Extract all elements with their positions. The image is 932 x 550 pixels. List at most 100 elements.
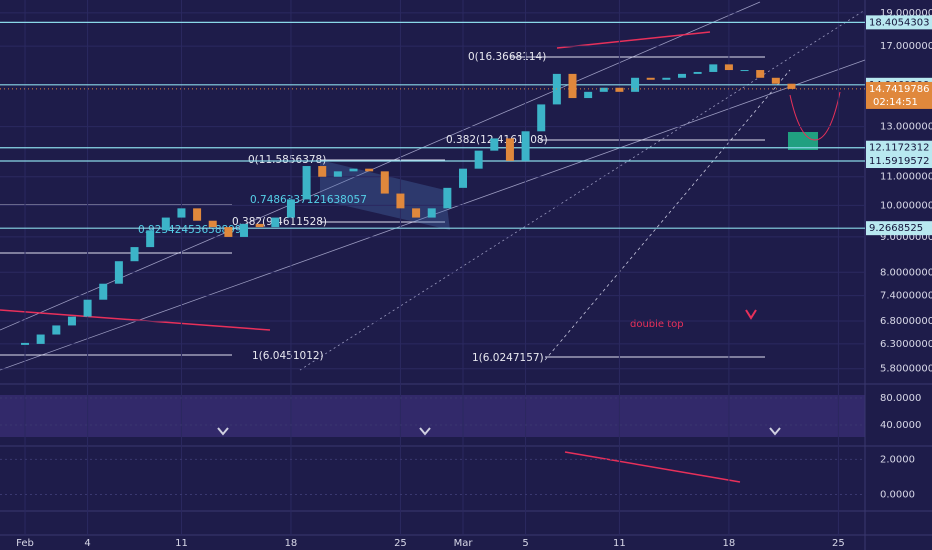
candle: [36, 334, 45, 344]
x-tick-label: 25: [832, 538, 845, 549]
countdown: 02:14:51: [873, 97, 918, 108]
candle: [255, 223, 264, 228]
candle: [740, 70, 749, 72]
candle: [646, 77, 655, 80]
level-label: 18.4054303: [869, 17, 929, 28]
marker: [419, 427, 431, 436]
trend-line: [0, 309, 271, 331]
stoch-band: [0, 395, 865, 437]
fib-label: 1(6.0451012): [252, 350, 324, 362]
last-price-tag: [866, 81, 932, 109]
y-tick-label: 40.0000: [880, 420, 921, 431]
candle: [787, 83, 796, 89]
trend-line: [564, 451, 741, 483]
candle: [177, 208, 186, 218]
y-tick-label: 80.0000: [880, 393, 921, 404]
y-tick-label: 17.0000000: [880, 41, 932, 52]
level-tag: [866, 221, 932, 236]
level-tag: [866, 154, 932, 169]
target-box: [788, 132, 818, 150]
candle: [224, 227, 233, 237]
last-price-label: 14.7419786: [869, 84, 929, 95]
candle: [724, 64, 733, 71]
fib-label: 0(16.3668114): [468, 51, 546, 63]
y-tick-label: 9.0000000: [880, 232, 932, 243]
candle: [52, 325, 61, 335]
candle: [380, 171, 389, 194]
candle: [709, 64, 718, 72]
candle: [333, 171, 342, 177]
candle: [83, 299, 92, 317]
y-tick-label: 11.0000000: [880, 172, 932, 183]
y-tick-label: 0.0000: [880, 489, 915, 500]
candle: [365, 168, 374, 172]
candle: [99, 283, 108, 300]
y-tick-label: 13.0000000: [880, 122, 932, 133]
candle: [130, 247, 139, 262]
candle: [505, 138, 514, 161]
y-tick-label: 19.0000000: [880, 8, 932, 19]
candle: [756, 70, 765, 78]
candle: [349, 168, 358, 172]
candle: [615, 87, 624, 92]
candle: [67, 316, 76, 326]
candle: [584, 91, 593, 99]
candle: [693, 71, 702, 74]
fib-label: 0(11.5856378): [248, 154, 326, 166]
candle: [662, 77, 671, 80]
projection: [789, 91, 841, 141]
x-tick-label: Feb: [16, 538, 34, 549]
x-tick-label: 25: [394, 538, 407, 549]
candle: [537, 104, 546, 132]
x-tick-label: 11: [175, 538, 188, 549]
candle: [271, 217, 280, 228]
x-tick-label: 11: [613, 538, 626, 549]
candle: [599, 87, 608, 92]
x-tick-label: 4: [84, 538, 90, 549]
y-tick-label: 6.3000000: [880, 339, 932, 350]
fib-label: 1(6.0247157): [472, 352, 544, 364]
level-label: 12.1172312: [869, 143, 929, 154]
candle: [412, 208, 421, 218]
candle: [318, 166, 327, 177]
level-tag: [866, 15, 932, 30]
candle: [677, 73, 686, 78]
candle: [568, 73, 577, 99]
trend-line: [556, 31, 711, 49]
trend-line: [299, 9, 866, 371]
candle: [208, 220, 217, 228]
candle: [286, 199, 295, 218]
marker: [217, 427, 229, 436]
level-tag: [866, 140, 932, 155]
candle: [427, 208, 436, 218]
y-tick-label: 5.8000000: [880, 364, 932, 375]
candle: [474, 150, 483, 169]
candle: [302, 166, 311, 200]
candle: [443, 187, 452, 209]
candle: [146, 230, 155, 248]
fib-label: 0.7486337121638057: [250, 194, 367, 206]
candle: [631, 77, 640, 92]
y-tick-label: 10.0000000: [880, 200, 932, 211]
candle: [490, 138, 499, 151]
x-tick-label: 18: [285, 538, 298, 549]
candle: [240, 223, 249, 237]
candle: [521, 131, 530, 161]
candle: [396, 193, 405, 209]
candle: [114, 261, 123, 284]
candle: [459, 168, 468, 188]
candle: [771, 77, 780, 84]
candle: [193, 208, 202, 221]
y-tick-label: 2.0000: [880, 454, 915, 465]
x-tick-label: 5: [522, 538, 528, 549]
y-tick-label: 6.8000000: [880, 316, 932, 327]
marker: [769, 427, 781, 436]
annotation: double top: [630, 319, 684, 330]
level-label: 9.2668525: [869, 223, 923, 234]
y-tick-label: 7.4000000: [880, 291, 932, 302]
marker: [745, 309, 757, 320]
y-tick-label: 8.0000000: [880, 267, 932, 278]
x-tick-label: Mar: [454, 538, 474, 549]
